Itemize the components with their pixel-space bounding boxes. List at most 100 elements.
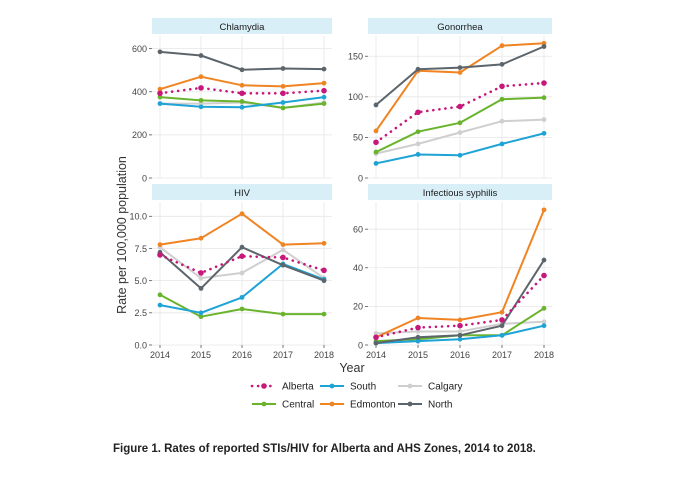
x-tick-label: 2016 xyxy=(450,350,470,360)
legend-label: Central xyxy=(282,400,314,411)
series-south xyxy=(373,130,547,166)
legend-item-calgary: Calgary xyxy=(398,382,462,393)
series-alberta xyxy=(373,272,547,341)
data-point xyxy=(280,83,286,89)
data-point xyxy=(321,66,327,72)
y-tick-label: 0.0 xyxy=(134,340,147,350)
x-tick-label: 2015 xyxy=(191,350,211,360)
legend: Alberta South Calgary Central Edmonton North xyxy=(250,382,462,411)
data-point xyxy=(457,322,463,329)
y-tick-label: 100 xyxy=(348,92,363,102)
series-alberta xyxy=(373,80,547,146)
data-point xyxy=(198,97,204,103)
series-edmonton xyxy=(157,211,327,248)
data-point xyxy=(157,302,163,308)
data-point xyxy=(373,128,379,134)
data-point xyxy=(541,272,547,279)
y-tick-label: 0 xyxy=(358,173,363,183)
data-point xyxy=(415,129,421,135)
y-tick-label: 600 xyxy=(132,44,147,54)
data-point xyxy=(321,101,327,107)
legend-label: Alberta xyxy=(282,382,314,393)
y-tick-label: 400 xyxy=(132,87,147,97)
y-tick-label: 5.0 xyxy=(134,276,147,286)
series-line-alberta xyxy=(158,253,326,275)
data-point xyxy=(499,141,505,147)
panel-title: Gonorrhea xyxy=(437,22,483,33)
data-point xyxy=(499,118,505,124)
data-point xyxy=(457,130,463,135)
data-point xyxy=(157,101,163,107)
data-point xyxy=(157,86,163,92)
data-point xyxy=(457,103,463,110)
legend-swatch-point xyxy=(407,401,413,407)
legend-item-alberta: Alberta xyxy=(250,382,314,393)
series-edmonton xyxy=(157,74,327,92)
data-point xyxy=(499,317,505,323)
data-point xyxy=(499,323,505,329)
data-point xyxy=(239,244,245,250)
series-alberta xyxy=(157,85,327,97)
data-point xyxy=(415,66,421,72)
data-point xyxy=(499,43,505,49)
data-point xyxy=(541,323,547,329)
data-point xyxy=(157,292,163,298)
data-point xyxy=(415,109,421,116)
data-point xyxy=(415,152,421,157)
series-north xyxy=(373,44,547,108)
figure-caption: Figure 1. Rates of reported STIs/HIV for… xyxy=(113,443,536,455)
legend-item-north: North xyxy=(398,400,452,411)
y-tick-label: 50 xyxy=(353,133,363,143)
panel-title: Infectious syphilis xyxy=(423,188,498,199)
data-point xyxy=(198,85,204,91)
x-tick-label: 2017 xyxy=(492,350,512,360)
data-point xyxy=(457,336,463,342)
y-tick-label: 150 xyxy=(348,52,363,62)
panel-title: Chlamydia xyxy=(220,22,266,33)
data-point xyxy=(280,254,286,261)
data-point xyxy=(415,141,421,147)
x-tick-label: 2016 xyxy=(232,350,252,360)
y-tick-label: 20 xyxy=(353,302,363,312)
data-point xyxy=(499,96,505,102)
data-point xyxy=(415,338,421,344)
data-point xyxy=(373,334,379,341)
data-point xyxy=(239,270,245,276)
legend-label: Edmonton xyxy=(350,400,396,411)
data-point xyxy=(373,149,379,155)
data-point xyxy=(198,270,204,276)
data-point xyxy=(541,117,547,122)
data-point xyxy=(373,160,379,166)
data-point xyxy=(541,44,547,49)
data-point xyxy=(541,80,547,86)
series-central xyxy=(373,95,547,155)
data-point xyxy=(321,267,327,274)
panel-strip xyxy=(368,18,552,34)
chart-panels: Chlamydia0200400600Gonorrhea050100150HIV… xyxy=(129,18,554,360)
data-point xyxy=(198,314,204,320)
legend-item-central: Central xyxy=(252,400,314,411)
data-point xyxy=(157,94,163,100)
x-axis-label: Year xyxy=(339,361,364,375)
series-calgary xyxy=(373,117,547,157)
y-tick-label: 0 xyxy=(358,340,363,350)
data-point xyxy=(321,87,327,94)
data-point xyxy=(280,90,286,97)
data-point xyxy=(239,306,245,312)
panel-strip xyxy=(368,184,552,200)
data-point xyxy=(373,102,379,108)
data-point xyxy=(499,332,505,338)
data-point xyxy=(157,90,163,97)
series-alberta xyxy=(157,252,327,276)
data-point xyxy=(280,105,286,111)
y-tick-label: 7.5 xyxy=(134,244,147,254)
y-tick-label: 0 xyxy=(142,173,147,183)
data-point xyxy=(541,319,547,325)
panel-title: HIV xyxy=(234,188,251,199)
data-point xyxy=(373,340,379,346)
data-point xyxy=(415,329,421,334)
data-point xyxy=(280,242,286,248)
legend-swatch-point xyxy=(261,383,267,389)
data-point xyxy=(239,294,245,300)
